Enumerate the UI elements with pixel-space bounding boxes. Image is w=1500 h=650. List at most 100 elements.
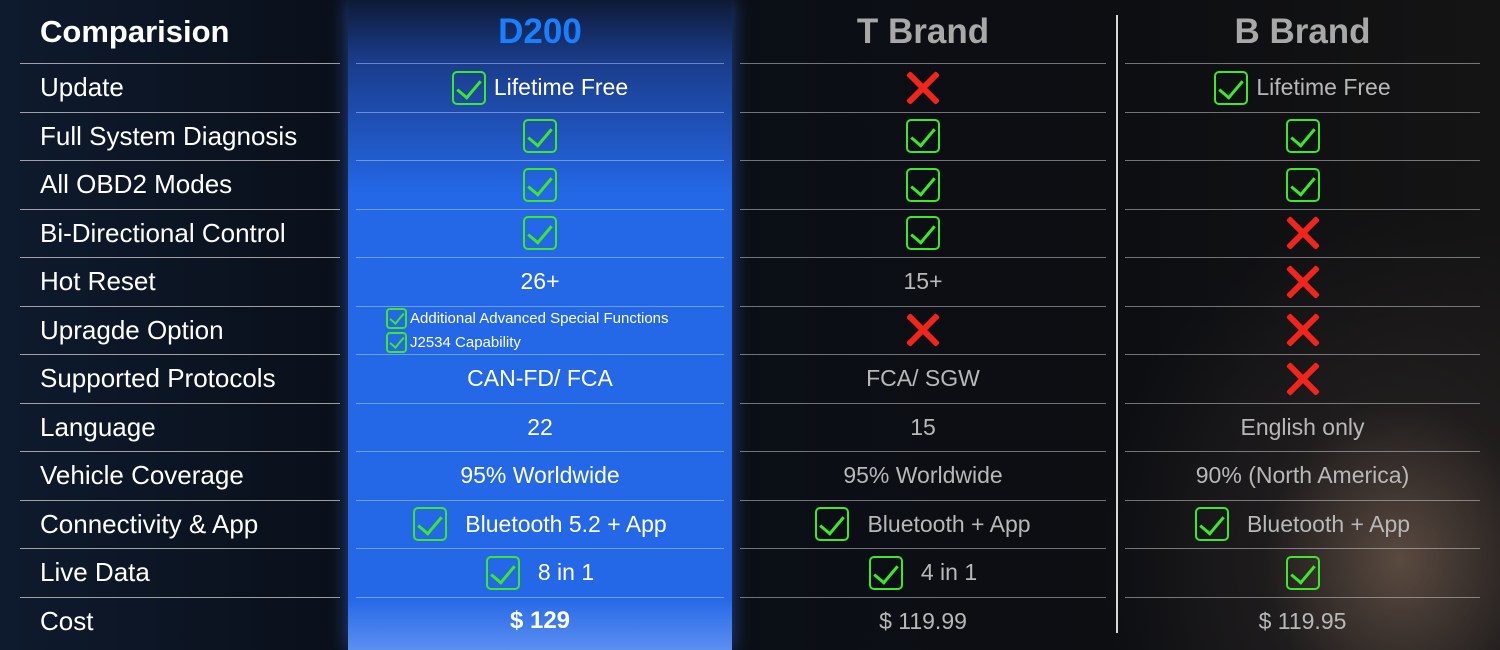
- comparison-cell: CAN-FD/ FCA: [356, 354, 724, 403]
- check-icon: [523, 167, 557, 202]
- check-icon: [1285, 119, 1320, 154]
- comparison-cell: 95% Worldwide: [356, 451, 724, 500]
- check-icon: [906, 167, 940, 202]
- comparison-cell: 15: [740, 402, 1106, 452]
- upgrade-option-item: J2534 Capability: [386, 331, 521, 353]
- comparison-cell: FCA/ SGW: [740, 354, 1106, 403]
- cross-icon: [1285, 361, 1321, 397]
- comparison-cell: [1125, 354, 1480, 403]
- feature-label: Vehicle Coverage: [20, 451, 340, 500]
- comparison-cell: 8 in 1: [356, 548, 724, 597]
- cell-text: Lifetime Free: [493, 74, 629, 101]
- column-divider: [1116, 15, 1118, 633]
- comparison-cell: [740, 208, 1106, 258]
- feature-label-column: Comparision Update Full System Diagnosis A…: [20, 0, 340, 650]
- cell-text: $ 119.99: [879, 607, 967, 634]
- check-icon: [485, 555, 520, 590]
- cell-text: Bluetooth + App: [867, 510, 1031, 537]
- comparison-cell: Bluetooth 5.2 + App: [356, 499, 724, 549]
- comparison-cell: [1125, 208, 1480, 258]
- check-icon: [1285, 555, 1320, 590]
- comparison-cell: English only: [1125, 402, 1480, 452]
- cross-icon: [1285, 215, 1321, 251]
- feature-label: Connectivity & App: [20, 499, 340, 549]
- check-icon: [1214, 70, 1249, 105]
- check-icon: [815, 507, 850, 542]
- comparison-title: Comparision: [40, 13, 230, 49]
- comparison-cell: 4 in 1: [740, 548, 1106, 597]
- cell-text: Bluetooth + App: [1246, 510, 1411, 537]
- feature-label: Supported Protocols: [20, 354, 340, 403]
- check-icon: [1285, 167, 1320, 202]
- cell-text: FCA/ SGW: [866, 365, 980, 392]
- comparison-cell: [740, 160, 1106, 209]
- cell-text: 95% Worldwide: [460, 462, 620, 489]
- check-icon: [523, 216, 557, 251]
- comparison-cell: [356, 160, 724, 209]
- comparison-cell: Bluetooth + App: [1125, 499, 1480, 549]
- feature-label: Update: [20, 63, 340, 112]
- comparison-cell: 95% Worldwide: [740, 451, 1106, 500]
- check-icon: [451, 70, 486, 105]
- upgrade-option-text: Additional Advanced Special Functions: [410, 309, 669, 327]
- comparison-cell: $ 119.95: [1125, 596, 1480, 646]
- feature-label: Full System Diagnosis: [20, 111, 340, 161]
- product-name-d200: D200: [498, 11, 582, 51]
- comparison-cell: [740, 63, 1106, 112]
- comparison-cell: Lifetime Free: [1125, 63, 1480, 112]
- check-icon: [386, 307, 407, 329]
- cell-text: 26+: [520, 268, 560, 295]
- cell-text: English only: [1240, 413, 1365, 440]
- comparison-cell: 22: [356, 402, 724, 452]
- cross-icon: [1285, 264, 1321, 300]
- comparison-cell: $ 119.99: [740, 596, 1106, 646]
- comparison-cell: [1125, 305, 1480, 355]
- product-column-b-brand: B Brand Lifetime Free English only 90% (No…: [1125, 0, 1480, 650]
- comparison-cell: Bluetooth + App: [740, 499, 1106, 549]
- comparison-cell: 90% (North America): [1125, 451, 1480, 500]
- check-icon: [906, 119, 940, 154]
- cell-text: $ 129: [509, 607, 571, 635]
- comparison-cell: $ 129: [356, 596, 724, 646]
- cell-text: $ 119.95: [1258, 607, 1347, 634]
- cell-text: Bluetooth 5.2 + App: [465, 510, 667, 537]
- check-icon: [1194, 507, 1229, 542]
- cell-text: Lifetime Free: [1256, 74, 1391, 101]
- feature-label: Bi-Directional Control: [20, 208, 340, 258]
- cell-text: 15+: [903, 268, 943, 295]
- cross-icon: [905, 70, 941, 106]
- cross-icon: [905, 312, 941, 348]
- comparison-cell: 26+: [356, 257, 724, 306]
- cell-text: CAN-FD/ FCA: [467, 365, 613, 392]
- comparison-cell: [740, 111, 1106, 161]
- product-name-t-brand: T Brand: [856, 11, 990, 51]
- product-column-d200: D200 Lifetime Free 26+ Additional Advanced…: [348, 0, 732, 650]
- check-icon: [868, 555, 903, 590]
- cell-text: 8 in 1: [537, 559, 595, 586]
- cell-text: 4 in 1: [920, 559, 978, 586]
- feature-label: Cost: [20, 596, 340, 646]
- comparison-cell: [1125, 111, 1480, 161]
- comparison-cell: 15+: [740, 257, 1106, 306]
- cell-text: 15: [910, 413, 936, 440]
- upgrade-options-cell: Additional Advanced Special Functions J25…: [356, 305, 724, 355]
- feature-label: Language: [20, 402, 340, 452]
- cross-icon: [1285, 312, 1321, 348]
- product-name-b-brand: B Brand: [1234, 11, 1371, 51]
- comparison-cell: [1125, 160, 1480, 209]
- feature-label: Live Data: [20, 548, 340, 597]
- check-icon: [906, 216, 940, 251]
- feature-label: All OBD2 Modes: [20, 160, 340, 209]
- comparison-cell: [1125, 548, 1480, 597]
- upgrade-option-item: Additional Advanced Special Functions: [386, 307, 669, 329]
- cell-text: 95% Worldwide: [843, 462, 1003, 489]
- cell-text: 22: [527, 413, 553, 440]
- check-icon: [413, 507, 448, 542]
- comparison-cell: [740, 305, 1106, 355]
- cell-text: 90% (North America): [1195, 462, 1410, 489]
- check-icon: [523, 119, 557, 154]
- comparison-cell: [1125, 257, 1480, 306]
- feature-label: Upragde Option: [20, 305, 340, 355]
- upgrade-option-text: J2534 Capability: [410, 333, 521, 351]
- product-column-t-brand: T Brand 15+ FCA/ SGW 15 95% Worldwide Blueto…: [740, 0, 1106, 650]
